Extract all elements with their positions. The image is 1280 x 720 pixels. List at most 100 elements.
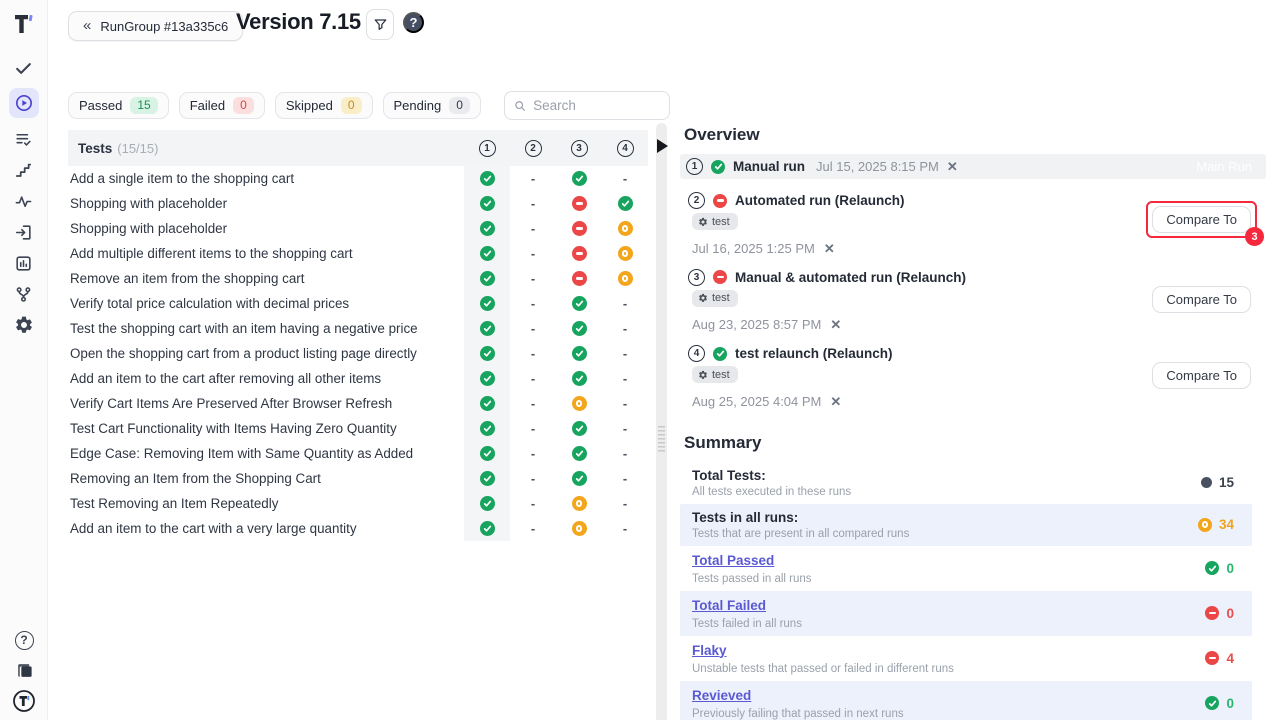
sidebar-item-test-plans[interactable] xyxy=(14,129,34,149)
status-cell xyxy=(464,466,510,491)
search-input[interactable] xyxy=(533,98,660,113)
table-row[interactable]: Add a single item to the shopping cart - - xyxy=(68,166,648,191)
drag-grip-icon[interactable] xyxy=(658,426,665,452)
sidebar-item-settings[interactable] xyxy=(14,315,34,335)
compare-to-button[interactable]: Compare To xyxy=(1152,206,1251,233)
table-row[interactable]: Shopping with placeholder - xyxy=(68,216,648,241)
status-cell xyxy=(556,266,602,291)
run-date: Jul 16, 2025 1:25 PM xyxy=(692,240,815,256)
help-icon[interactable]: ? xyxy=(14,630,34,650)
table-row[interactable]: Edge Case: Removing Item with Same Quant… xyxy=(68,441,648,466)
sidebar-item-runs-active[interactable] xyxy=(8,88,39,118)
filter-pill-pending[interactable]: Pending 0 xyxy=(382,92,481,119)
table-row[interactable]: Add an item to the cart after removing a… xyxy=(68,366,648,391)
table-row[interactable]: Verify Cart Items Are Preserved After Br… xyxy=(68,391,648,416)
filter-pill-failed[interactable]: Failed 0 xyxy=(178,92,265,119)
collapse-panel-icon[interactable] xyxy=(657,139,668,153)
table-row[interactable]: Add an item to the cart with a very larg… xyxy=(68,516,648,541)
passed-status-icon xyxy=(479,521,495,536)
test-name: Test Removing an Item Repeatedly xyxy=(70,496,279,511)
minus-glyph xyxy=(1208,611,1216,615)
profile-logo-icon[interactable] xyxy=(12,689,36,713)
sidebar-item-pulse[interactable] xyxy=(14,191,34,211)
table-row[interactable]: Remove an item from the shopping cart - xyxy=(68,266,648,291)
summary-link[interactable]: Flaky xyxy=(692,642,727,658)
passed-status-icon xyxy=(479,221,495,236)
table-row[interactable]: Open the shopping cart from a product li… xyxy=(68,341,648,366)
table-row[interactable]: Test Cart Functionality with Items Havin… xyxy=(68,416,648,441)
filter-pill-skipped[interactable]: Skipped 0 xyxy=(274,92,373,119)
sidebar-item-milestones[interactable] xyxy=(14,160,34,180)
summary-link[interactable]: Revieved xyxy=(692,687,752,703)
summary-description: Tests that are present in all compared r… xyxy=(692,527,910,540)
run-tag-badge[interactable]: test xyxy=(692,366,738,383)
table-row[interactable]: Test Removing an Item Repeatedly - - xyxy=(68,491,648,516)
overview-run-main[interactable]: 1 Manual run Jul 15, 2025 8:15 PM ✕ Main Run xyxy=(680,154,1266,179)
failed-status-icon xyxy=(571,221,587,236)
table-row[interactable]: Shopping with placeholder - xyxy=(68,191,648,216)
help-button[interactable]: ? xyxy=(403,12,424,33)
sidebar-item-tests[interactable] xyxy=(14,58,34,78)
passed-status-icon xyxy=(1205,696,1220,710)
status-cell xyxy=(464,491,510,516)
gear-icon xyxy=(698,217,708,227)
remove-run-icon[interactable]: ✕ xyxy=(830,393,842,409)
status-cell xyxy=(464,166,510,191)
filter-button[interactable] xyxy=(366,9,394,40)
run-column-2[interactable]: 2 xyxy=(524,139,542,157)
remove-run-icon[interactable]: ✕ xyxy=(946,159,958,174)
summary-row: Total Failed Tests failed in all runs 0 xyxy=(680,590,1252,636)
app-logo-icon[interactable] xyxy=(12,11,36,37)
status-cell: - xyxy=(510,191,556,216)
run-column-1[interactable]: 1 xyxy=(478,139,496,157)
failed-status-icon xyxy=(571,196,587,211)
summary-row-text: Flaky Unstable tests that passed or faile… xyxy=(692,642,1205,675)
status-cell xyxy=(602,216,648,241)
run-title-line: 3 Manual & automated run (Relaunch) xyxy=(688,268,1268,286)
status-cell: - xyxy=(602,416,648,441)
run-tag-badge[interactable]: test xyxy=(692,289,738,307)
filter-pill-label: Skipped xyxy=(285,98,333,113)
summary-link[interactable]: Total Passed xyxy=(692,552,775,568)
summary-row: Flaky Unstable tests that passed or faile… xyxy=(680,636,1252,681)
status-cell xyxy=(556,441,602,466)
table-row[interactable]: Test the shopping cart with an item havi… xyxy=(68,316,648,341)
remove-run-icon[interactable]: ✕ xyxy=(830,317,842,332)
status-cell xyxy=(464,241,510,266)
run-column-4[interactable]: 4 xyxy=(616,139,634,157)
filter-pill-passed[interactable]: Passed 15 xyxy=(68,92,169,119)
failed-status-icon xyxy=(1205,651,1220,665)
status-cell: - xyxy=(602,441,648,466)
table-row[interactable]: Removing an Item from the Shopping Cart -… xyxy=(68,466,648,491)
status-cell xyxy=(556,166,602,191)
sidebar-item-branches[interactable] xyxy=(14,284,34,304)
status-cell xyxy=(464,191,510,216)
summary-link[interactable]: Total Failed xyxy=(692,597,767,613)
no-run-dash: - xyxy=(622,371,628,386)
status-cell: - xyxy=(510,491,556,516)
test-name: Add an item to the cart with a very larg… xyxy=(70,521,357,536)
status-cell xyxy=(556,516,602,541)
remove-run-icon[interactable]: ✕ xyxy=(823,240,835,256)
no-run-dash: - xyxy=(530,496,536,511)
compare-to-button[interactable]: Compare To xyxy=(1152,285,1251,313)
no-run-dash: - xyxy=(530,346,536,361)
docs-icon[interactable] xyxy=(14,660,34,680)
summary-count: 15 xyxy=(1218,475,1234,490)
ring-glyph xyxy=(621,225,629,232)
run-tag-badge[interactable]: test xyxy=(692,213,738,230)
compare-to-button[interactable]: Compare To xyxy=(1152,362,1251,389)
no-run-dash: - xyxy=(530,271,536,286)
sidebar-item-analytics[interactable] xyxy=(14,253,34,273)
status-cell: - xyxy=(510,291,556,316)
status-cell xyxy=(556,316,602,341)
run-column-3[interactable]: 3 xyxy=(570,139,588,157)
skipped-status-icon xyxy=(571,396,587,411)
panel-resize-divider[interactable] xyxy=(656,123,667,720)
table-row[interactable]: Add multiple different items to the shop… xyxy=(68,241,648,266)
rungroup-back-button[interactable]: « RunGroup #13a335c6 xyxy=(68,11,244,41)
sidebar-item-import[interactable] xyxy=(14,222,34,242)
status-cell xyxy=(464,391,510,416)
passed-status-icon xyxy=(479,471,495,486)
table-row[interactable]: Verify total price calculation with deci… xyxy=(68,291,648,316)
